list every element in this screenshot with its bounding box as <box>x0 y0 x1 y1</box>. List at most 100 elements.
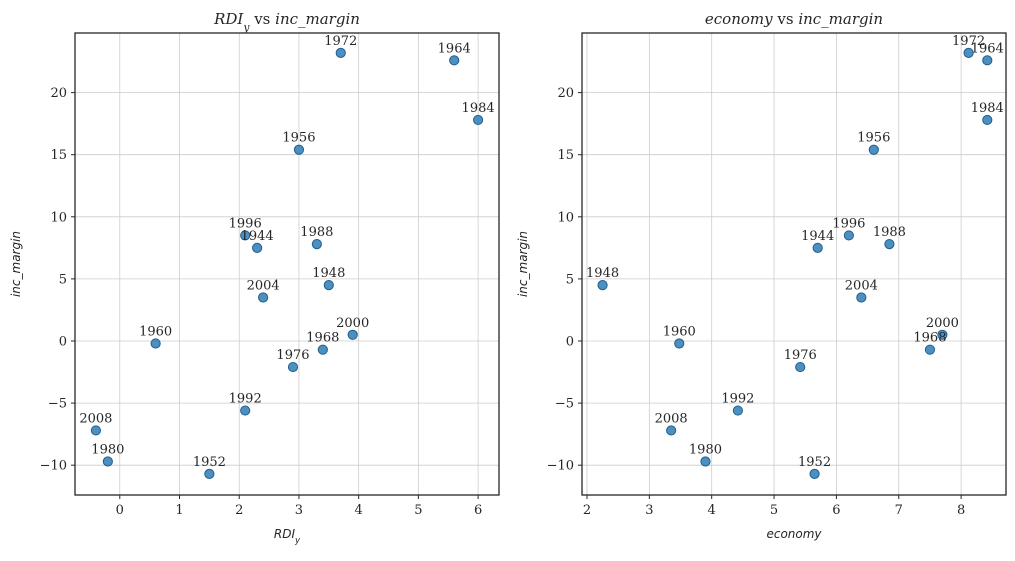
left-point-1960 <box>150 338 161 349</box>
left-point-label-1944: 1944 <box>241 229 274 244</box>
left-point-label-1988: 1988 <box>300 225 333 240</box>
left-scatter-chart: 0 1 2 3 4 5 6 −10 −5 0 5 10 15 20 1944 1948 1952 1956 1960… <box>9 10 500 546</box>
left-y-tick-label: −5 <box>48 397 67 412</box>
left-point-1976 <box>287 361 299 373</box>
right-point-label-1976: 1976 <box>784 348 817 363</box>
left-chart-title-part: y <box>242 21 250 34</box>
right-point-label-1948: 1948 <box>586 266 619 281</box>
left-point-label-1960: 1960 <box>139 324 172 339</box>
right-point-label-1996: 1996 <box>832 216 865 231</box>
left-point-label-2000: 2000 <box>336 316 369 331</box>
left-point-label-1980: 1980 <box>91 442 124 457</box>
right-point-label-1984: 1984 <box>971 101 1004 116</box>
left-y-tick-label: 0 <box>59 335 67 350</box>
right-point-1960 <box>674 338 685 349</box>
left-chart-title-part: RDI <box>213 10 244 28</box>
right-point-1988 <box>884 239 895 250</box>
left-x-tick-label: 1 <box>175 503 183 518</box>
left-point-1988 <box>311 239 322 250</box>
right-chart-title-part: inc_margin <box>798 10 883 28</box>
right-point-1996 <box>843 230 854 241</box>
left-chart-title: RDIy vs inc_margin <box>213 10 360 34</box>
left-x-tick-label: 0 <box>116 503 124 518</box>
left-point-1992 <box>240 405 251 416</box>
left-point-1968 <box>317 344 328 355</box>
right-point-label-1972: 1972 <box>952 34 985 49</box>
left-point-2000 <box>347 329 358 340</box>
left-x-tick-label: 3 <box>295 503 303 518</box>
right-x-tick-label: 4 <box>708 503 716 518</box>
right-y-axis-label: inc_margin <box>516 231 530 297</box>
left-plot-frame <box>74 32 500 496</box>
right-y-tick-label: 10 <box>557 210 574 225</box>
left-point-label-1956: 1956 <box>282 131 315 146</box>
left-point-label-1948: 1948 <box>312 266 345 281</box>
right-chart-title: economy vs inc_margin <box>705 10 883 28</box>
right-point-2000 <box>937 329 948 340</box>
right-point-1980 <box>700 456 711 467</box>
right-point-1944 <box>812 242 823 253</box>
right-x-tick-label: 6 <box>832 503 840 518</box>
left-point-label-1968: 1968 <box>306 331 339 346</box>
right-point-2004 <box>856 292 867 303</box>
right-point-label-1956: 1956 <box>857 131 890 146</box>
left-chart-title-part: inc_margin <box>275 10 360 28</box>
right-point-1968 <box>924 344 936 355</box>
right-y-tick-label: 0 <box>566 335 574 350</box>
right-point-1964 <box>982 55 993 66</box>
right-x-tick-label: 7 <box>895 503 903 518</box>
right-point-label-1952: 1952 <box>798 455 831 470</box>
right-y-tick-label: 20 <box>557 86 574 101</box>
left-point-label-2008: 2008 <box>79 411 112 426</box>
right-point-label-2008: 2008 <box>655 411 688 426</box>
right-y-tick-label: −10 <box>547 459 574 474</box>
right-point-label-2000: 2000 <box>926 316 959 331</box>
right-plot-frame <box>581 32 1007 496</box>
left-point-label-1984: 1984 <box>462 101 495 116</box>
left-x-tick-label: 4 <box>355 503 363 518</box>
right-point-label-1944: 1944 <box>801 229 834 244</box>
left-y-axis-label-part: inc_margin <box>9 231 23 297</box>
right-x-axis-label-part: economy <box>766 527 822 541</box>
left-x-axis-label-part: RDI <box>274 527 296 541</box>
left-point-1944 <box>252 242 263 253</box>
left-x-tick-label: 2 <box>235 503 243 518</box>
right-point-1972 <box>963 47 974 58</box>
left-point-2004 <box>258 292 269 303</box>
right-x-tick-label: 3 <box>645 503 653 518</box>
right-y-tick-label: 5 <box>566 272 574 287</box>
left-point-label-1972: 1972 <box>324 34 357 49</box>
right-point-1976 <box>795 361 806 373</box>
right-point-2008 <box>666 425 677 436</box>
left-point-1972 <box>335 47 346 58</box>
right-point-label-1980: 1980 <box>689 442 722 457</box>
left-point-label-1976: 1976 <box>276 348 309 363</box>
right-point-label-1992: 1992 <box>721 392 754 407</box>
left-point-label-1992: 1992 <box>229 392 262 407</box>
left-y-axis-label: inc_margin <box>9 231 23 297</box>
left-x-tick-label: 5 <box>414 503 422 518</box>
left-point-label-2004: 2004 <box>247 279 280 294</box>
right-point-label-2004: 2004 <box>845 279 878 294</box>
right-point-1992 <box>732 405 743 416</box>
right-point-label-1968: 1968 <box>913 331 946 346</box>
right-point-1948 <box>597 280 608 291</box>
right-chart-title-part: economy <box>705 10 773 28</box>
left-y-tick-label: 15 <box>50 148 67 163</box>
left-point-2008 <box>90 425 102 436</box>
right-x-tick-label: 2 <box>583 503 591 518</box>
right-chart-title-part: vs <box>773 10 799 28</box>
right-y-axis-label-part: inc_margin <box>516 231 530 297</box>
left-y-tick-label: 5 <box>59 272 67 287</box>
left-point-label-1996: 1996 <box>229 216 262 231</box>
right-point-label-1960: 1960 <box>663 324 696 339</box>
right-x-axis-label: economy <box>766 527 822 541</box>
right-x-tick-label: 5 <box>770 503 778 518</box>
right-y-tick-label: −5 <box>555 397 574 412</box>
left-y-tick-label: 20 <box>50 86 67 101</box>
left-point-1996 <box>240 230 251 241</box>
left-x-axis-label: RDIy <box>274 527 301 546</box>
right-y-tick-label: 15 <box>557 148 574 163</box>
